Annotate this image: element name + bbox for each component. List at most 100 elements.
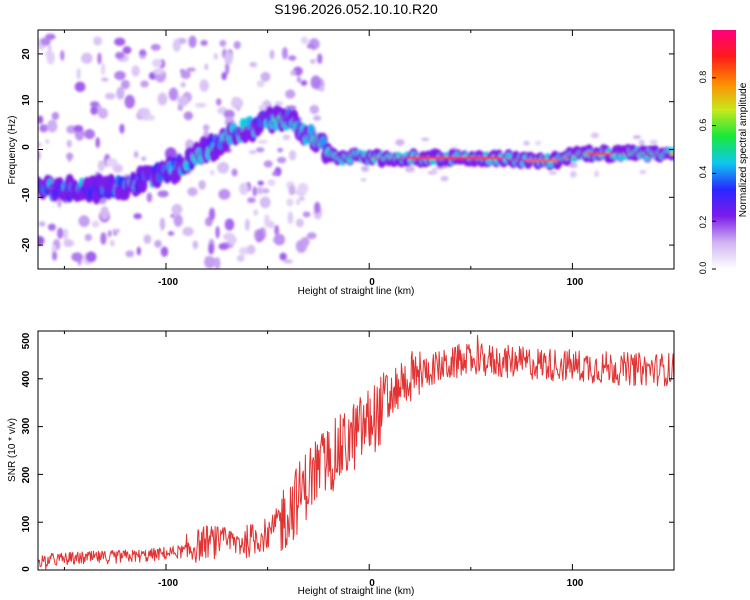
noise-cell (249, 61, 258, 68)
noise-cell (248, 149, 257, 155)
noise-cell (306, 232, 317, 240)
noise-cell (254, 229, 259, 241)
y-tick-label: 10 (21, 94, 32, 106)
noise-cell (264, 214, 270, 228)
noise-cell (98, 107, 109, 119)
noise-cell (39, 124, 48, 133)
noise-cell (568, 162, 578, 169)
noise-cell (281, 47, 288, 60)
noise-cell (215, 98, 222, 106)
noise-cell (395, 138, 405, 146)
noise-cell (67, 152, 72, 162)
noise-cell (421, 137, 430, 142)
y-tick-label: 0 (21, 566, 32, 572)
noise-cell (44, 51, 51, 57)
noise-cell (231, 168, 238, 177)
y-axis-label: Frequency (Hz) (7, 116, 18, 185)
noise-cell (313, 80, 321, 87)
noise-cell (171, 203, 183, 215)
noise-cell (63, 239, 75, 248)
noise-cell (253, 209, 258, 216)
noise-cell (405, 165, 415, 173)
colorbar: 0.0 0.2 0.4 0.6 0.8 Normalized spectral … (698, 30, 749, 274)
noise-cell (157, 92, 168, 106)
noise-cell (261, 188, 270, 194)
noise-cell (295, 239, 307, 253)
noise-cell (90, 101, 100, 108)
noise-cell (152, 68, 165, 75)
noise-cell (306, 43, 315, 49)
noise-cell (91, 220, 100, 228)
noise-cell (97, 52, 102, 65)
noise-cell (287, 211, 294, 225)
noise-cell (295, 218, 304, 228)
noise-cell (47, 223, 56, 231)
noise-cell (38, 235, 45, 246)
noise-cell (180, 82, 186, 88)
colorbar-tick-label: 0.4 (698, 166, 708, 179)
noise-cell (523, 140, 530, 146)
colorbar-label: Normalized spectral amplitude (738, 82, 749, 217)
noise-cell (204, 256, 216, 269)
noise-cell (361, 165, 370, 172)
noise-cell (76, 68, 81, 80)
noise-cell (202, 124, 210, 131)
noise-cell (255, 147, 265, 153)
noise-cell (170, 213, 175, 219)
noise-cell (172, 38, 181, 52)
colorbar-tick-label: 0.6 (698, 119, 708, 132)
noise-cell (569, 170, 577, 178)
noise-cell (192, 240, 199, 250)
y-tick-label: 100 (21, 515, 32, 532)
noise-cell (133, 150, 139, 159)
noise-cell (45, 139, 50, 145)
colorbar-tick-label: 0.0 (698, 262, 708, 275)
noise-cell (548, 171, 558, 175)
noise-cell (638, 139, 645, 146)
noise-cell (260, 71, 271, 82)
y-tick-label: -20 (21, 237, 32, 252)
y-tick-label: 300 (21, 417, 32, 434)
noise-cell (252, 186, 258, 197)
colorbar-tick-marks (712, 77, 716, 270)
noise-cell (188, 35, 197, 48)
noise-cell (119, 123, 125, 134)
noise-cell (136, 246, 141, 256)
noise-cell (314, 201, 321, 214)
noise-cell (632, 135, 642, 139)
noise-cell (236, 254, 245, 262)
noise-cell (101, 77, 109, 82)
noise-cell (233, 40, 241, 50)
noise-cell (139, 54, 146, 59)
noise-cell (97, 160, 105, 172)
spectrogram-ticks (38, 30, 675, 269)
noise-cell (277, 147, 284, 153)
noise-cell (105, 158, 118, 168)
noise-cell (177, 104, 184, 111)
noise-cell (257, 139, 268, 144)
noise-cell (180, 70, 191, 79)
snr-series-line (38, 334, 674, 570)
noise-cell (431, 167, 438, 174)
noise-cell (283, 259, 293, 264)
noise-cell (38, 115, 44, 124)
noise-cell (104, 92, 116, 100)
noise-cell (313, 115, 322, 121)
noise-cell (218, 188, 231, 200)
noise-cell (288, 150, 297, 161)
noise-cell (141, 156, 147, 161)
noise-cell (187, 187, 198, 197)
noise-cell (90, 106, 98, 115)
noise-cell (276, 156, 287, 164)
noise-cell (285, 89, 296, 99)
snr-plot-area (38, 331, 674, 570)
noise-cell (244, 218, 250, 231)
noise-cell (239, 182, 249, 195)
noise-cell (131, 65, 140, 77)
snr-ticks (38, 330, 675, 571)
noise-cell (60, 50, 65, 61)
noise-cell (300, 79, 308, 86)
noise-cell (288, 55, 297, 61)
noise-cell (51, 111, 60, 121)
noise-cell (224, 51, 233, 66)
